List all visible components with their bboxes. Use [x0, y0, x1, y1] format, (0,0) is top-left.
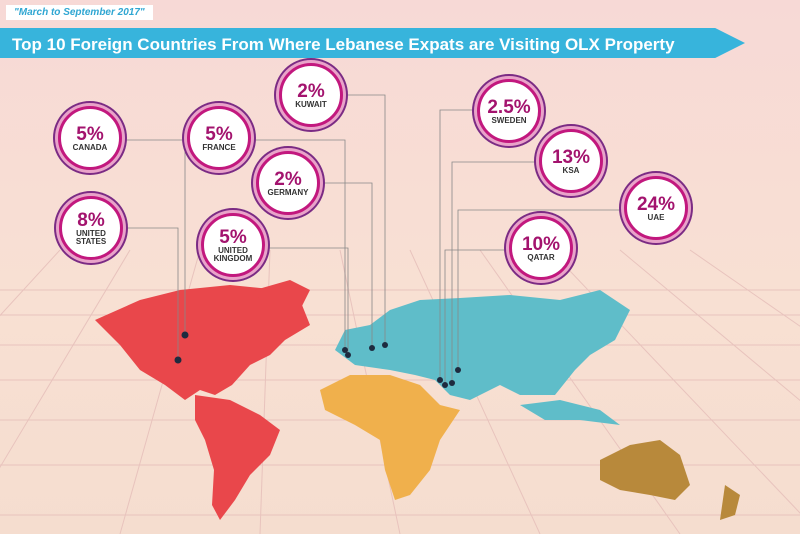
callout: 2% GERMANY — [256, 151, 320, 215]
country-label: FRANCE — [202, 142, 236, 152]
country-label: QATAR — [527, 252, 555, 262]
location-dots — [174, 331, 461, 388]
percent-label: 10% — [521, 233, 561, 255]
country-label: UNITED STATES — [75, 228, 107, 246]
callout: 2% KUWAIT — [279, 63, 343, 127]
country-label: UAE — [647, 212, 665, 222]
callout: 5% FRANCE — [187, 106, 251, 170]
country-label: CANADA — [72, 142, 108, 152]
callout: 13% KSA — [539, 129, 603, 193]
country-label: KSA — [562, 165, 580, 175]
callout: 10% QATAR — [509, 216, 573, 280]
callout: 5% CANADA — [58, 106, 122, 170]
country-label: GERMANY — [267, 187, 309, 197]
percent-label: 24% — [636, 193, 676, 215]
date-tag: "March to September 2017" — [6, 5, 153, 20]
percent-label: 5% — [76, 123, 104, 145]
callout: 8% UNITED STATES — [59, 196, 123, 260]
callout: 5% UNITED KINGDOM — [201, 213, 265, 277]
percent-label: 5% — [205, 123, 233, 145]
percent-label: 2% — [274, 168, 302, 190]
percent-label: 13% — [551, 146, 591, 168]
country-label: UNITED KINGDOM — [213, 245, 253, 263]
continents — [95, 280, 740, 520]
percent-label: 2.5% — [487, 96, 531, 118]
country-label: SWEDEN — [491, 115, 527, 125]
percent-label: 8% — [77, 209, 105, 231]
country-label: KUWAIT — [295, 99, 327, 109]
percent-label: 5% — [219, 226, 247, 248]
title-bar — [0, 28, 745, 58]
callout: 2.5% SWEDEN — [477, 79, 541, 143]
title: Top 10 Foreign Countries From Where Leba… — [12, 35, 675, 54]
percent-label: 2% — [297, 80, 325, 102]
callout: 24% UAE — [624, 176, 688, 240]
